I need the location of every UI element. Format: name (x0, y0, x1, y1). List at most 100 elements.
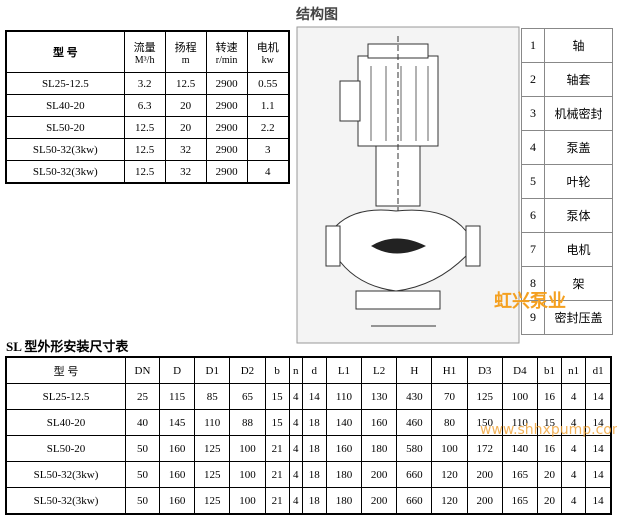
cell: 65 (229, 383, 266, 410)
cell: 6.3 (123, 94, 166, 117)
header-cell: H1 (431, 356, 468, 384)
row: SL50-20 50 160 125 100 21 4 18 160 180 580 100 172 14… (5, 435, 612, 462)
header-cell: n (288, 356, 303, 384)
cell: 160 (361, 409, 398, 436)
pump-drawing (296, 26, 520, 344)
header-unit: kw (261, 54, 274, 66)
cell: 14 (585, 487, 612, 515)
cell: 100 (229, 435, 266, 462)
cell: 12.5 (164, 72, 207, 95)
cell: SL50-32(3kw) (5, 160, 125, 184)
outlet-flange (465, 225, 481, 267)
cell: 4 (246, 160, 290, 184)
part-row: 9 密封压盖 (521, 300, 613, 335)
header-cell: 扬程 m (164, 30, 207, 73)
part-row: 5 叶轮 (521, 164, 613, 199)
cell: 12.5 (123, 138, 166, 161)
cell: 180 (325, 461, 363, 488)
part-name: 轴套 (544, 62, 613, 97)
cell: SL50-32(3kw) (5, 487, 126, 515)
cell: 12.5 (123, 160, 166, 184)
cell: 85 (194, 383, 231, 410)
cell: 16 (536, 383, 563, 410)
cell: 50 (125, 435, 160, 462)
cell: 165 (501, 487, 538, 515)
part-name: 叶轮 (544, 164, 613, 199)
cell: 18 (301, 435, 327, 462)
cell: 14 (585, 461, 612, 488)
cell: 2900 (205, 160, 248, 184)
header-name: 电机 (256, 41, 279, 54)
cell: 50 (125, 487, 160, 515)
header-cell: 转速 r/min (205, 30, 248, 73)
header-cell: 流量 M³/h (123, 30, 166, 73)
cell: 2900 (205, 72, 248, 95)
cell: SL40-20 (5, 409, 126, 436)
cell: 20 (164, 94, 207, 117)
cell: 20 (536, 487, 563, 515)
cell: 18 (301, 461, 327, 488)
cell: 4 (288, 461, 303, 488)
row: SL50-32(3kw) 12.5 32 2900 4 (5, 160, 290, 184)
cell: 4 (288, 435, 303, 462)
cell: 200 (466, 461, 503, 488)
part-number: 5 (521, 164, 545, 199)
cell: 125 (194, 487, 231, 515)
cell: SL50-20 (5, 116, 125, 139)
cell: 130 (361, 383, 398, 410)
cell: 14 (585, 435, 612, 462)
cell: 2.2 (246, 116, 290, 139)
part-name: 轴 (544, 28, 613, 63)
part-number: 1 (521, 28, 545, 63)
cell: 14 (585, 383, 612, 410)
header-cell: H (396, 356, 433, 384)
cell: 160 (158, 487, 196, 515)
cell: 15 (264, 409, 290, 436)
cell: 100 (501, 383, 538, 410)
cell: 165 (501, 461, 538, 488)
cell: 4 (561, 487, 587, 515)
cell: 3.2 (123, 72, 166, 95)
part-row: 2 轴套 (521, 62, 613, 97)
cell: 660 (396, 461, 433, 488)
cell: 70 (431, 383, 468, 410)
part-name: 泵体 (544, 198, 613, 233)
header-cell: D1 (194, 356, 231, 384)
cell: 32 (164, 138, 207, 161)
part-number: 7 (521, 232, 545, 267)
cell: 2900 (205, 116, 248, 139)
header-name: 流量 (133, 41, 156, 54)
cell: 110 (194, 409, 231, 436)
cell: 580 (396, 435, 433, 462)
dim-table: 型 号 DN D D1 D2 b n d L1 L2 H H1 D3 D4 b1 n1 d1 SL25-12.5 2… (5, 356, 612, 515)
cell: 100 (229, 487, 266, 515)
cell: 200 (466, 487, 503, 515)
cell: SL50-20 (5, 435, 126, 462)
part-number: 6 (521, 198, 545, 233)
cell: 140 (501, 435, 538, 462)
part-row: 3 机械密封 (521, 96, 613, 131)
page: 型 号流量 M³/h 扬程 m 转速 r/min 电机 kw SL25-12.5 3.2 12.5 2… (5, 7, 617, 515)
header-cell: 型 号 (5, 356, 126, 384)
diagram-title: 结构图 (296, 7, 338, 23)
cell: 430 (396, 383, 433, 410)
header-cell: D3 (466, 356, 503, 384)
cell: 460 (396, 409, 433, 436)
cell: 40 (125, 409, 160, 436)
parts-list: 1 轴 2 轴套 3 机械密封 4 泵盖 5 叶轮 6 泵体 7 电机 8 架 9 密封压盖 (521, 28, 613, 335)
cell: 4 (288, 487, 303, 515)
cell: 3 (246, 138, 290, 161)
cell: SL25-12.5 (5, 72, 125, 95)
cell: 660 (396, 487, 433, 515)
row: SL40-20 6.3 20 2900 1.1 (5, 94, 290, 117)
part-name: 架 (544, 266, 613, 301)
cell: 18 (301, 487, 327, 515)
cell: 15 (264, 383, 290, 410)
header-cell: n1 (561, 356, 587, 384)
cell: 110 (325, 383, 363, 410)
cell: 88 (229, 409, 266, 436)
header-cell: 电机 kw (246, 30, 290, 73)
cell: 15 (536, 409, 563, 436)
